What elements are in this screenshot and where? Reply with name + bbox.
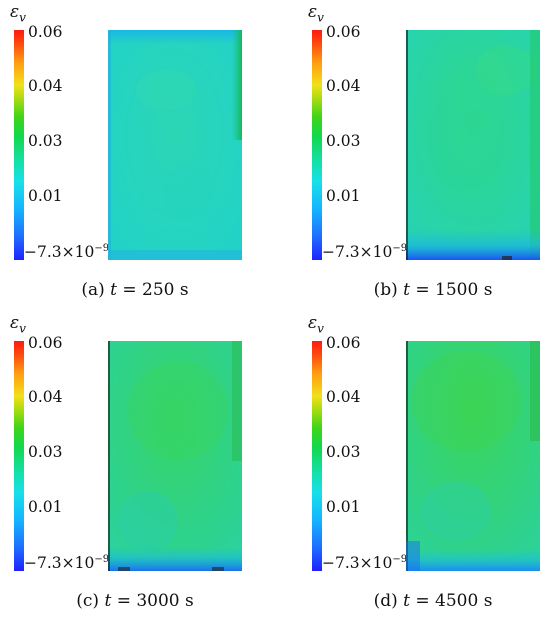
strain-field xyxy=(406,341,540,571)
colorbar-tick: 0.01 xyxy=(28,498,63,516)
colorbar xyxy=(14,341,24,571)
colorbar-tick: 0.03 xyxy=(28,132,63,150)
colorbar xyxy=(312,341,322,571)
panel-d: εv 0.06 0.04 0.03 0.01 −7.3×10−9 xyxy=(298,311,550,616)
colorbar-tick: 0.01 xyxy=(326,187,361,205)
colorbar xyxy=(312,30,322,260)
colorbar-symbol: εv xyxy=(10,2,26,25)
colorbar-tick: 0.04 xyxy=(326,388,361,406)
colorbar-tick: 0.03 xyxy=(28,443,63,461)
colorbar-tick: 0.01 xyxy=(28,187,63,205)
panel-b: εv 0.06 0.04 0.03 0.01 −7.3×10−9 xyxy=(298,0,550,305)
panel-caption: (b) t = 1500 s xyxy=(373,280,493,300)
colorbar-tick-min: −7.3×10−9 xyxy=(24,243,110,262)
strain-field xyxy=(108,30,242,260)
strain-field xyxy=(406,30,540,260)
colorbar-tick: 0.01 xyxy=(326,498,361,516)
colorbar-tick: 0.04 xyxy=(28,388,63,406)
colorbar-tick: 0.03 xyxy=(326,132,361,150)
panel-caption: (d) t = 4500 s xyxy=(373,591,493,611)
colorbar-symbol: εv xyxy=(10,313,26,336)
panel-a: εv 0.06 0.04 0.03 0.01 −7.3×10−9 xyxy=(0,0,270,305)
panel-c: εv 0.06 0.04 0.03 0.01 −7.3×10−9 xyxy=(0,311,270,616)
panel-caption: (c) t = 3000 s xyxy=(76,591,194,611)
colorbar-tick: 0.04 xyxy=(28,77,63,95)
panel-caption: (a) t = 250 s xyxy=(81,280,189,300)
colorbar-tick-max: 0.06 xyxy=(326,334,361,352)
colorbar-tick: 0.04 xyxy=(326,77,361,95)
colorbar-tick-max: 0.06 xyxy=(326,23,361,41)
colorbar-tick-min: −7.3×10−9 xyxy=(24,554,110,573)
strain-field xyxy=(108,341,242,571)
colorbar xyxy=(14,30,24,260)
colorbar-tick-min: −7.3×10−9 xyxy=(322,243,408,262)
colorbar-tick-max: 0.06 xyxy=(28,23,63,41)
colorbar-symbol: εv xyxy=(308,2,324,25)
colorbar-tick-max: 0.06 xyxy=(28,334,63,352)
colorbar-symbol: εv xyxy=(308,313,324,336)
colorbar-tick-min: −7.3×10−9 xyxy=(322,554,408,573)
colorbar-tick: 0.03 xyxy=(326,443,361,461)
